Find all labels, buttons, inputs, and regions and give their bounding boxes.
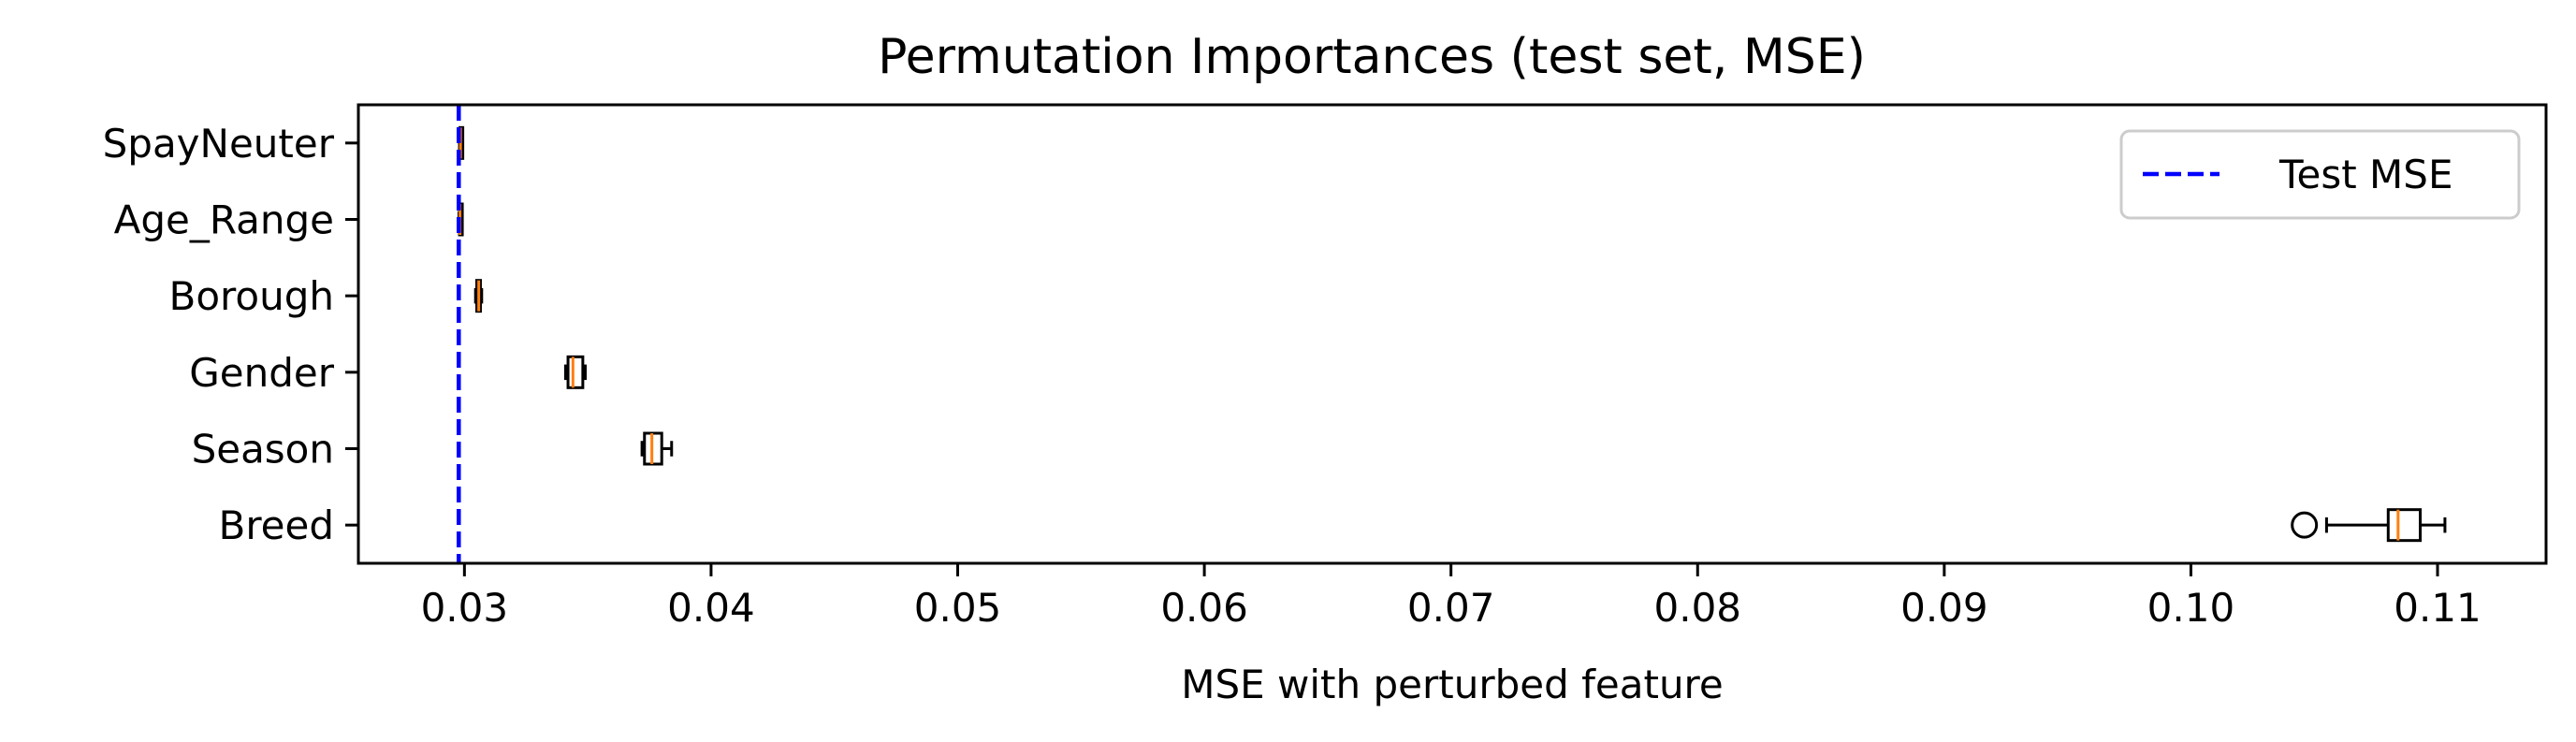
outlier-point	[2291, 511, 2319, 539]
x-tick-label: 0.06	[1160, 585, 1248, 631]
y-tick-label: Breed	[219, 502, 335, 548]
legend-label: Test MSE	[2278, 152, 2453, 197]
plot-area	[457, 105, 2447, 563]
x-axis-label: MSE with perturbed feature	[1181, 662, 1724, 707]
x-tick-label: 0.07	[1407, 585, 1495, 631]
y-tick-label: SpayNeuter	[103, 121, 335, 167]
boxplot-breed	[2291, 508, 2447, 543]
box	[2386, 508, 2423, 543]
x-tick-label: 0.10	[2147, 585, 2235, 631]
x-tick-label: 0.11	[2394, 585, 2481, 631]
x-tick-label: 0.08	[1654, 585, 1742, 631]
y-tick-label: Age_Range	[114, 197, 334, 243]
boxplot-gender	[563, 355, 587, 389]
y-tick-label: Borough	[169, 273, 334, 319]
x-tick-label: 0.05	[914, 585, 1002, 631]
boxplot-season	[640, 431, 674, 466]
x-axis: 0.03 0.04 0.05 0.06 0.07 0.08 0.09 0.10 0.11	[421, 563, 2481, 631]
box	[566, 355, 585, 389]
chart-title: Permutation Importances (test set, MSE)	[878, 29, 1866, 85]
legend-box	[2119, 129, 2521, 220]
x-tick-label: 0.04	[667, 585, 755, 631]
boxplot-borough	[473, 279, 484, 313]
y-tick-label: Season	[192, 427, 334, 473]
x-tick-label: 0.09	[1900, 585, 1988, 631]
y-axis: SpayNeuter Age_Range Borough Gender Season Br…	[103, 121, 358, 548]
legend: Test MSE	[2119, 129, 2521, 220]
x-tick-label: 0.03	[421, 585, 509, 631]
y-tick-label: Gender	[189, 350, 335, 396]
